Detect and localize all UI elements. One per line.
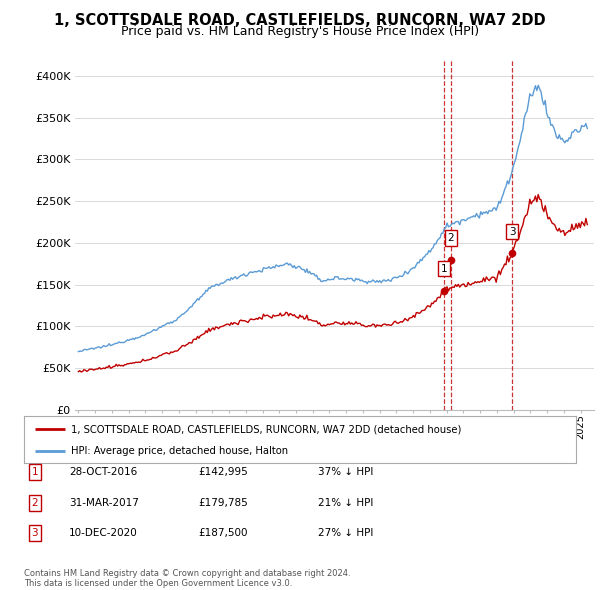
- Text: 3: 3: [509, 227, 515, 237]
- Text: £187,500: £187,500: [198, 529, 248, 538]
- Text: HPI: Average price, detached house, Halton: HPI: Average price, detached house, Halt…: [71, 447, 288, 456]
- Text: 2: 2: [31, 498, 38, 507]
- Text: £142,995: £142,995: [198, 467, 248, 477]
- Text: 27% ↓ HPI: 27% ↓ HPI: [318, 529, 373, 538]
- Text: 37% ↓ HPI: 37% ↓ HPI: [318, 467, 373, 477]
- Text: 1, SCOTTSDALE ROAD, CASTLEFIELDS, RUNCORN, WA7 2DD (detached house): 1, SCOTTSDALE ROAD, CASTLEFIELDS, RUNCOR…: [71, 424, 461, 434]
- Text: 28-OCT-2016: 28-OCT-2016: [69, 467, 137, 477]
- Text: 21% ↓ HPI: 21% ↓ HPI: [318, 498, 373, 507]
- Text: 1, SCOTTSDALE ROAD, CASTLEFIELDS, RUNCORN, WA7 2DD: 1, SCOTTSDALE ROAD, CASTLEFIELDS, RUNCOR…: [54, 13, 546, 28]
- Text: 1: 1: [31, 467, 38, 477]
- Text: 10-DEC-2020: 10-DEC-2020: [69, 529, 138, 538]
- Text: 2: 2: [448, 233, 454, 243]
- Text: 1: 1: [440, 264, 447, 274]
- Text: Price paid vs. HM Land Registry's House Price Index (HPI): Price paid vs. HM Land Registry's House …: [121, 25, 479, 38]
- Text: Contains HM Land Registry data © Crown copyright and database right 2024.
This d: Contains HM Land Registry data © Crown c…: [24, 569, 350, 588]
- Text: 31-MAR-2017: 31-MAR-2017: [69, 498, 139, 507]
- Text: 3: 3: [31, 529, 38, 538]
- Text: £179,785: £179,785: [198, 498, 248, 507]
